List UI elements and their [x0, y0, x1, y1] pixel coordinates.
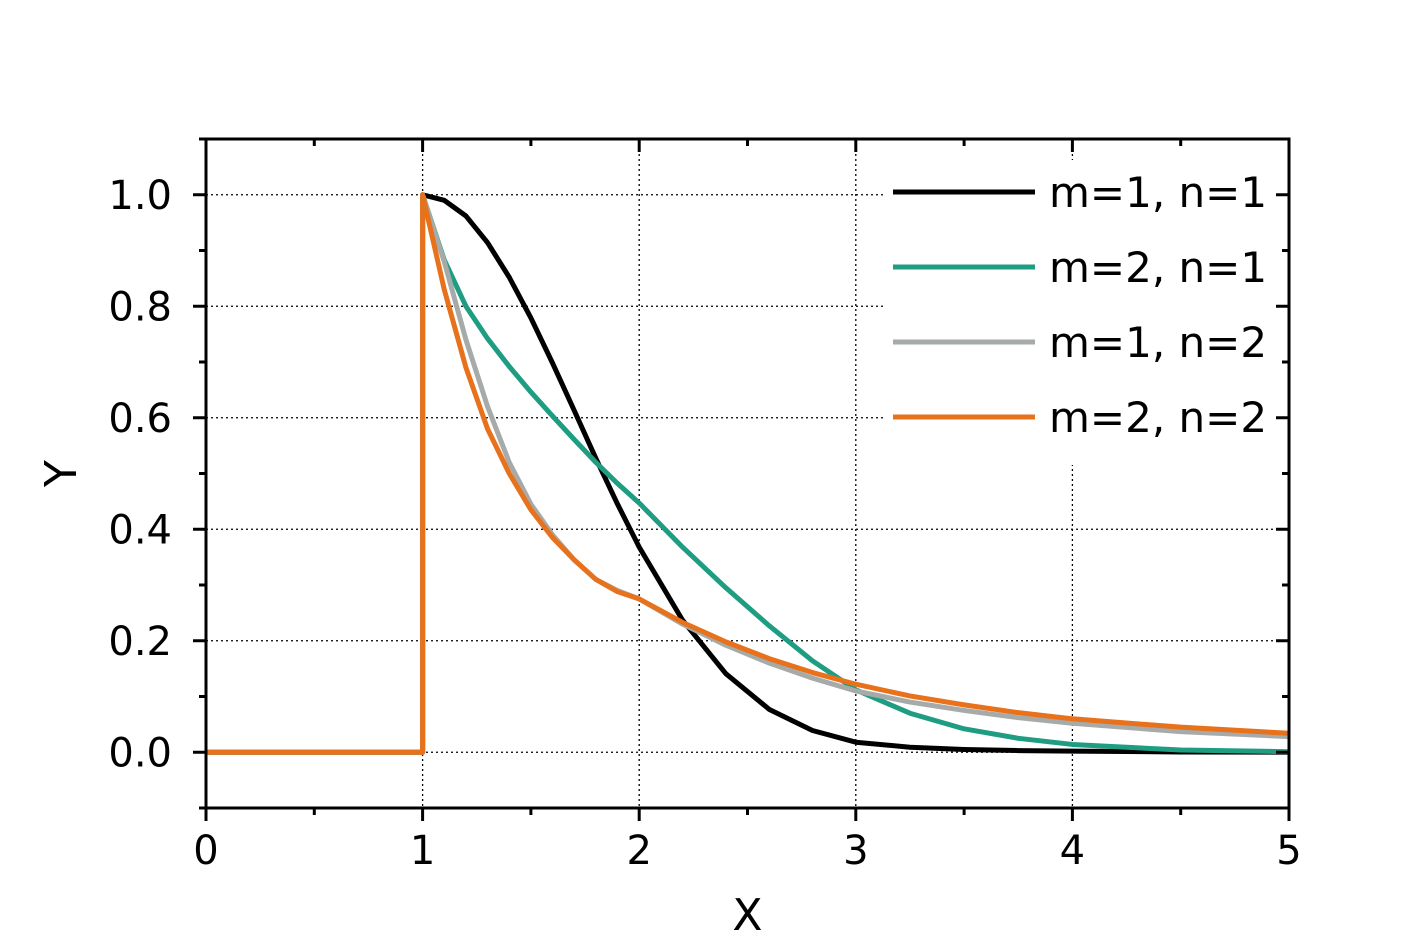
x-tick-label-0: 0: [193, 828, 218, 874]
legend-label-3: m=1, n=2: [1049, 318, 1267, 367]
legend-label-1: m=1, n=1: [1049, 168, 1267, 217]
x-tick-label-4: 4: [1060, 828, 1085, 874]
x-tick-label-5: 5: [1276, 828, 1301, 874]
y-axis-title: Y: [36, 460, 87, 488]
x-tick-label-2: 2: [626, 828, 651, 874]
legend-background: [885, 160, 1279, 465]
legend-label-2: m=2, n=1: [1049, 243, 1267, 292]
y-tick-label-2: 0.4: [108, 507, 172, 553]
y-tick-label-3: 0.6: [108, 396, 172, 442]
tick-labels: 0 1 2 3 4 5 0.0 0.2 0.4 0.6 0.8 1.0: [108, 173, 1301, 874]
x-tick-label-3: 3: [843, 828, 868, 874]
y-tick-label-0: 0.0: [108, 730, 172, 776]
legend: m=1, n=1 m=2, n=1 m=1, n=2 m=2, n=2: [893, 168, 1267, 442]
axis-ticks: [193, 137, 1291, 821]
series-line-1: [206, 192, 1290, 755]
x-axis-title: X: [732, 890, 762, 941]
series-line-2: [206, 192, 1290, 755]
legend-label-4: m=2, n=2: [1049, 393, 1267, 442]
y-tick-label-4: 0.8: [108, 284, 172, 330]
series-line-4: [206, 192, 1290, 755]
x-tick-label-1: 1: [410, 828, 435, 874]
y-tick-label-5: 1.0: [108, 173, 172, 219]
series-lines: [206, 192, 1290, 755]
y-tick-label-1: 0.2: [108, 619, 172, 665]
